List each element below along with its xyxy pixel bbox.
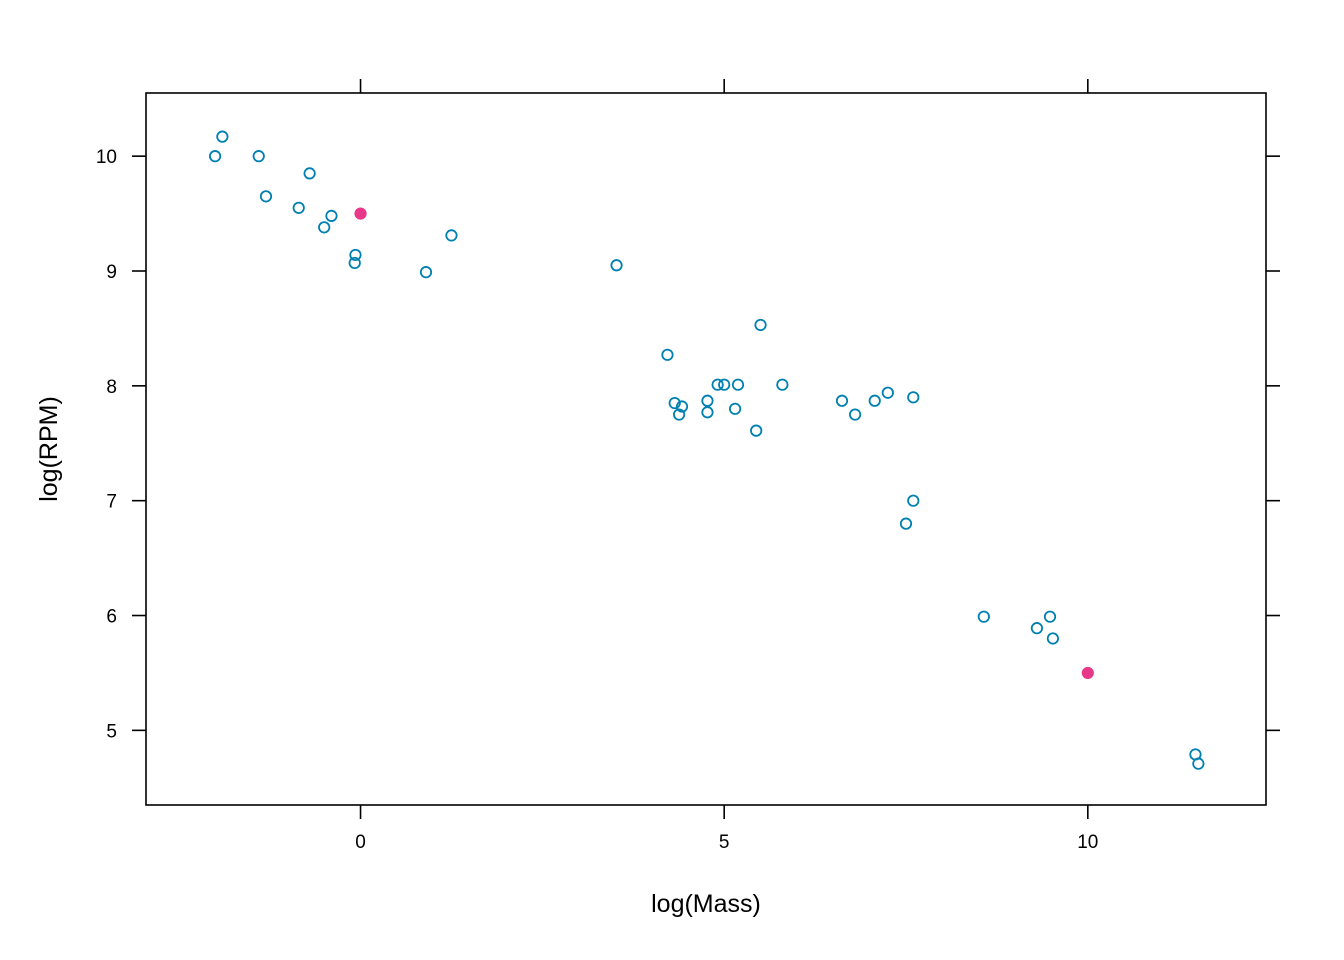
ticks-layer: 0 5 10 5 6 7 8 9 10	[96, 79, 1280, 853]
y-tick-label: 9	[106, 262, 117, 283]
y-tick-label: 8	[106, 377, 117, 398]
x-axis-title: log(Mass)	[651, 890, 761, 918]
data-point	[1043, 610, 1057, 623]
data-point	[216, 130, 229, 143]
data-point	[349, 248, 362, 262]
data-point	[754, 318, 767, 332]
data-point	[907, 391, 920, 404]
data-point	[835, 394, 849, 407]
data-point	[292, 201, 305, 214]
data-point	[718, 378, 731, 391]
x-tick-label: 5	[719, 832, 730, 853]
highlight-point	[1081, 666, 1094, 680]
y-axis-title: log(RPM)	[35, 396, 63, 502]
data-point	[907, 494, 920, 507]
y-tick-label: 7	[106, 492, 117, 513]
data-point	[899, 517, 913, 530]
data-point	[672, 408, 686, 421]
data-point	[610, 259, 623, 272]
plot-frame	[145, 92, 1267, 806]
highlight-point	[354, 207, 367, 220]
data-point	[661, 348, 674, 361]
data-point	[675, 400, 689, 413]
y-tick-label: 10	[96, 147, 117, 168]
data-point	[445, 229, 458, 242]
data-point	[728, 402, 742, 415]
y-tick-label: 5	[106, 721, 117, 742]
data-point	[701, 394, 714, 407]
data-point	[1030, 622, 1044, 635]
data-point	[701, 406, 714, 419]
data-point	[776, 378, 789, 391]
data-point	[348, 256, 361, 270]
data-point	[668, 396, 681, 410]
data-point	[208, 150, 222, 163]
data-point	[977, 610, 990, 623]
data-point	[731, 378, 745, 391]
data-point	[419, 266, 433, 279]
data-point	[259, 190, 273, 203]
data-point	[868, 394, 881, 407]
x-tick-label: 0	[355, 832, 366, 853]
data-point	[750, 424, 763, 437]
data-point	[711, 378, 724, 391]
data-point	[848, 408, 862, 421]
data-point	[303, 167, 316, 180]
y-tick-label: 6	[106, 607, 117, 628]
data-point	[881, 386, 894, 399]
data-point	[318, 221, 331, 234]
points-layer	[208, 130, 1205, 770]
data-point	[252, 150, 265, 163]
data-point	[1046, 632, 1060, 645]
data-point	[325, 209, 338, 222]
data-point	[1192, 757, 1205, 770]
x-tick-label: 10	[1077, 832, 1098, 853]
